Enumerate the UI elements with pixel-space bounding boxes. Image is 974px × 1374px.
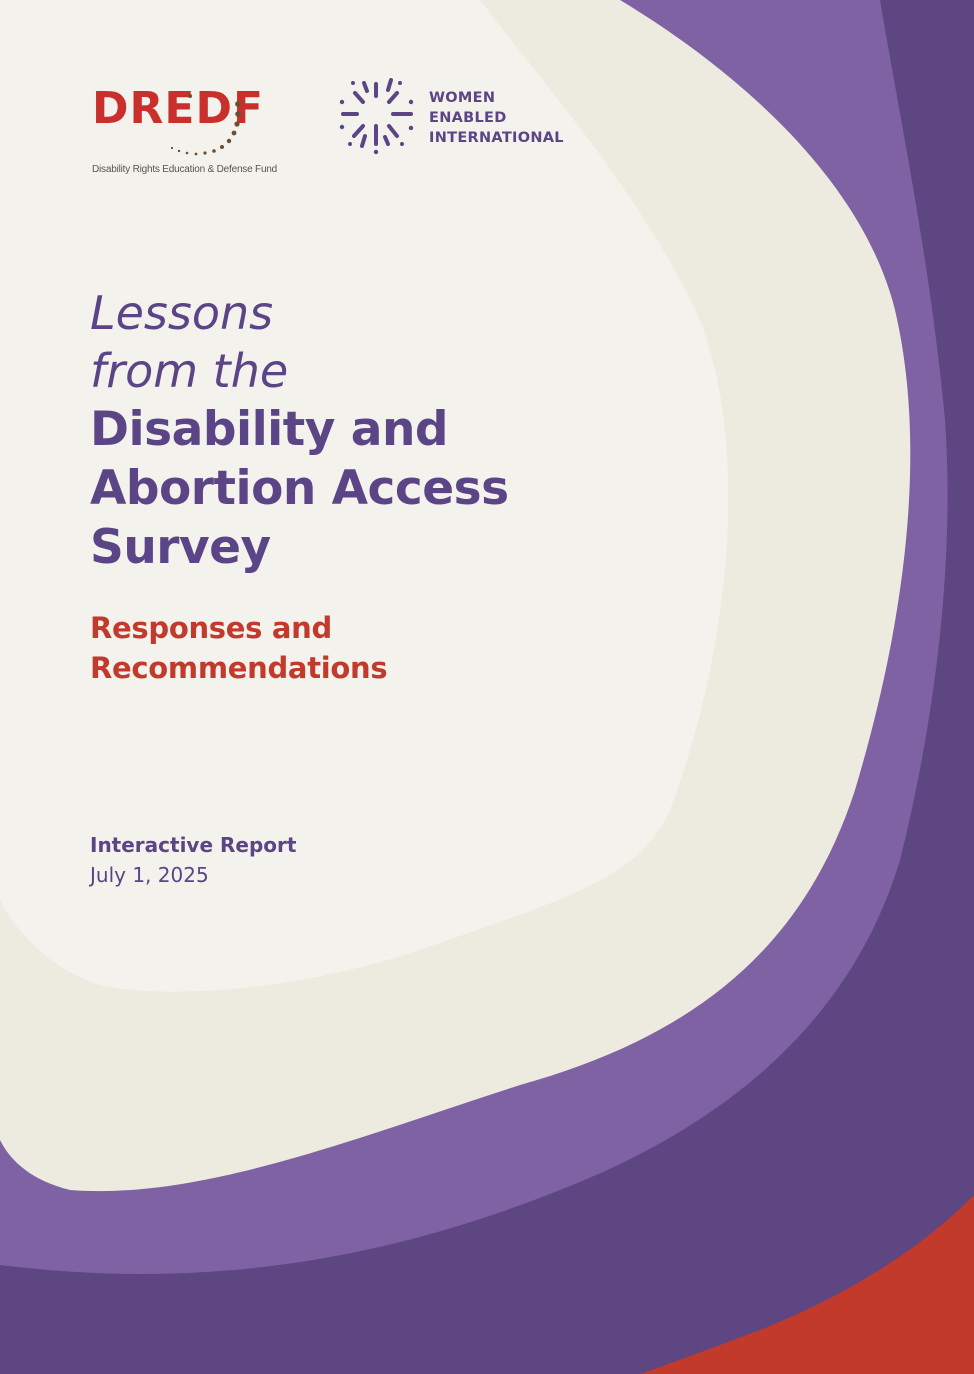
report-subtitle: Responses and Recommendations [90, 608, 388, 688]
report-meta: Interactive Report July 1, 2025 [90, 830, 296, 890]
title-line-disability-and: Disability and [90, 402, 449, 457]
wei-line-women: WOMEN [429, 90, 496, 106]
report-date: July 1, 2025 [90, 863, 209, 887]
title-line-from-the: from the [90, 344, 289, 398]
report-type: Interactive Report [90, 833, 297, 857]
title-line-survey: Survey [90, 520, 271, 575]
report-title: Lessons from the Disability and Abortion… [90, 284, 509, 577]
wei-line-enabled: ENABLED [429, 110, 507, 126]
wei-wordmark: WOMEN ENABLED INTERNATIONAL [429, 88, 564, 148]
dredf-dots-icon [170, 94, 241, 156]
bg-red-corner [640, 1195, 974, 1374]
title-line-abortion-access: Abortion Access [90, 461, 509, 516]
title-line-lessons: Lessons [90, 286, 274, 340]
sunburst-icon [339, 78, 414, 155]
dredf-tagline: Disability Rights Education & Defense Fu… [92, 164, 278, 175]
subtitle-line-1: Responses and [90, 611, 332, 645]
women-enabled-international-logo: WOMEN ENABLED INTERNATIONAL [333, 74, 573, 160]
bg-cream-inner [0, 0, 729, 992]
subtitle-line-2: Recommendations [90, 651, 388, 685]
wei-line-international: INTERNATIONAL [429, 130, 564, 146]
dredf-logo: DREDF Disability Rights Education & Defe… [90, 86, 277, 181]
